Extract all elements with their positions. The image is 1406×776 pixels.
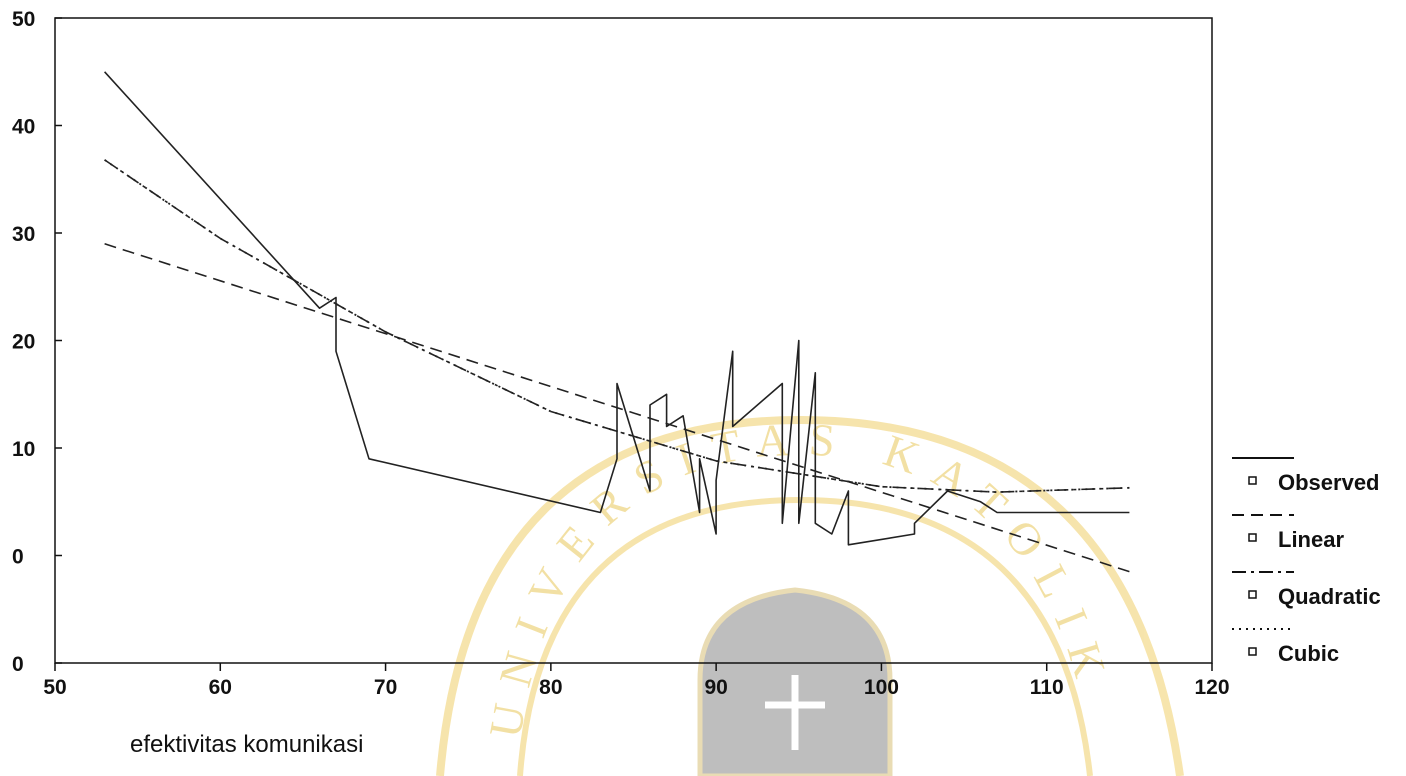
legend-marker	[1248, 647, 1257, 656]
y-tick-label: 50	[12, 8, 35, 31]
x-tick-label: 100	[864, 676, 899, 699]
x-tick-label: 70	[374, 676, 397, 699]
x-tick-label: 60	[209, 676, 232, 699]
legend: Observed Linear Quadratic Cubic	[1232, 457, 1381, 666]
series-line-linear	[104, 243, 1130, 573]
watermark-seal: UNIVERSITAS KATOLIK	[436, 413, 1184, 776]
y-axis: 50 40 30 20 10 0 0	[12, 8, 62, 676]
y-tick-label: 40	[12, 116, 35, 139]
x-tick-label: 80	[539, 676, 562, 699]
x-tick-label: 120	[1194, 676, 1229, 699]
watermark-inner-arc	[517, 496, 1093, 776]
legend-label-observed: Observed	[1278, 470, 1380, 495]
watermark-outer-arc	[436, 415, 1184, 776]
x-axis-label: efektivitas komunikasi	[130, 731, 363, 758]
x-axis: 50 60 70 80 90 100 110 120	[43, 663, 1230, 699]
x-tick-label: 50	[43, 676, 66, 699]
legend-marker	[1248, 590, 1257, 599]
legend-label-quadratic: Quadratic	[1278, 584, 1381, 609]
y-tick-label: 20	[12, 331, 35, 354]
legend-marker	[1248, 533, 1257, 542]
x-tick-label: 110	[1030, 676, 1064, 699]
watermark-cross-icon	[765, 675, 825, 750]
y-tick-label: 10	[12, 438, 35, 461]
legend-label-linear: Linear	[1278, 527, 1344, 552]
legend-label-cubic: Cubic	[1278, 641, 1339, 666]
y-tick-label: 0	[12, 546, 24, 569]
series-line-observed	[104, 71, 1130, 546]
x-tick-label: 90	[704, 676, 727, 699]
series-line-quadratic	[104, 159, 1130, 493]
y-tick-label: 30	[12, 223, 35, 246]
series-layer	[104, 71, 1130, 573]
y-tick-label: 0	[12, 653, 24, 676]
legend-marker	[1248, 476, 1257, 485]
